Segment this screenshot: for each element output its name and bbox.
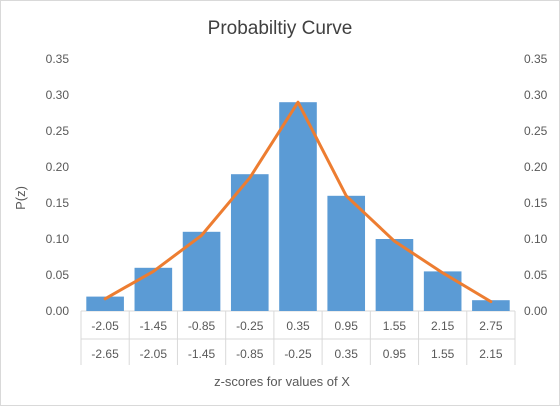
y-axis-title: P(z) (13, 186, 28, 210)
y-axis-right-ticks: 0.00 0.05 0.10 0.15 0.20 0.25 0.30 0.35 (524, 52, 548, 318)
x-tick-lower-0: -2.65 (91, 347, 119, 361)
x-tick-lower-8: 2.15 (479, 347, 503, 361)
y-tick-right-7: 0.35 (524, 52, 548, 66)
y-tick-right-2: 0.10 (524, 232, 548, 246)
x-tick-upper-7: 2.15 (431, 319, 455, 333)
y-tick-right-1: 0.05 (524, 268, 548, 282)
x-tick-upper-0: -2.05 (91, 319, 119, 333)
bar-series (86, 102, 509, 311)
y-tick-left-5: 0.25 (46, 124, 70, 138)
x-tick-lower-7: 1.55 (431, 347, 455, 361)
x-tick-upper-8: 2.75 (479, 319, 503, 333)
x-tick-lower-4: -0.25 (284, 347, 312, 361)
y-axis-left-ticks: 0.00 0.05 0.10 0.15 0.20 0.25 0.30 0.35 (46, 52, 70, 318)
x-tick-lower-5: 0.35 (335, 347, 359, 361)
y-tick-left-7: 0.35 (46, 52, 70, 66)
chart-title: Probabiltiy Curve (208, 18, 353, 39)
x-tick-upper-3: -0.25 (236, 319, 264, 333)
y-tick-right-3: 0.15 (524, 196, 548, 210)
x-tick-upper-1: -1.45 (140, 319, 168, 333)
x-tick-lower-3: -0.85 (236, 347, 264, 361)
x-tick-upper-2: -0.85 (188, 319, 216, 333)
x-tick-lower-6: 0.95 (383, 347, 407, 361)
x-tick-upper-5: 0.95 (335, 319, 359, 333)
y-tick-right-6: 0.30 (524, 88, 548, 102)
bar-7 (424, 271, 462, 311)
y-tick-left-1: 0.05 (46, 268, 70, 282)
bar-1 (135, 268, 173, 311)
y-tick-left-3: 0.15 (46, 196, 70, 210)
y-tick-right-5: 0.25 (524, 124, 548, 138)
category-table: -2.05 -2.65 -1.45 -2.05 -0.85 -1.45 -0.25 -0.85… (81, 311, 515, 365)
bar-5 (327, 196, 365, 311)
y-tick-left-4: 0.20 (46, 160, 70, 174)
y-tick-right-0: 0.00 (524, 304, 548, 318)
y-tick-left-0: 0.00 (46, 304, 70, 318)
y-tick-left-2: 0.10 (46, 232, 70, 246)
bar-4 (279, 102, 317, 311)
x-tick-upper-6: 1.55 (383, 319, 407, 333)
x-tick-upper-4: 0.35 (286, 319, 310, 333)
x-tick-lower-2: -1.45 (188, 347, 216, 361)
x-axis-title: z-scores for values of X (214, 374, 350, 389)
x-tick-lower-1: -2.05 (140, 347, 168, 361)
y-tick-right-4: 0.20 (524, 160, 548, 174)
y-tick-left-6: 0.30 (46, 88, 70, 102)
